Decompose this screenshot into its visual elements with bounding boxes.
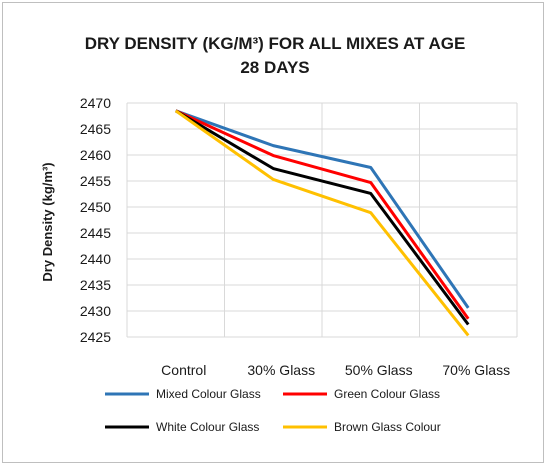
y-tick-label: 2435 bbox=[80, 277, 111, 293]
y-tick-labels: 2425 2430 2435 2440 2445 2450 2455 2460 2465 2470 bbox=[80, 95, 111, 345]
legend-label: Mixed Colour Glass bbox=[156, 387, 261, 401]
legend-label: White Colour Glass bbox=[156, 420, 259, 434]
chart-title-line-2: 28 DAYS bbox=[240, 58, 309, 77]
y-tick-label: 2425 bbox=[80, 329, 111, 345]
y-tick-label: 2430 bbox=[80, 303, 111, 319]
y-tick-label: 2450 bbox=[80, 199, 111, 215]
x-tick-label: Control bbox=[161, 362, 206, 378]
y-tick-label: 2460 bbox=[80, 147, 111, 163]
legend: Mixed Colour Glass Green Colour Glass Whit… bbox=[105, 387, 441, 434]
y-tick-label: 2445 bbox=[80, 225, 111, 241]
y-tick-label: 2455 bbox=[80, 173, 111, 189]
y-tick-label: 2440 bbox=[80, 251, 111, 267]
x-tick-label: 50% Glass bbox=[345, 362, 413, 378]
x-tick-labels: Control 30% Glass 50% Glass 70% Glass bbox=[161, 362, 510, 378]
y-tick-label: 2470 bbox=[80, 95, 111, 111]
series-line-4 bbox=[174, 109, 470, 337]
series-line-2 bbox=[175, 109, 470, 320]
legend-label: Green Colour Glass bbox=[334, 387, 440, 401]
chart-title-line-1: DRY DENSITY (KG/M³) FOR ALL MIXES AT AGE bbox=[85, 34, 466, 53]
y-tick-label: 2465 bbox=[80, 121, 111, 137]
x-tick-label: 70% Glass bbox=[442, 362, 510, 378]
series-line-3 bbox=[174, 109, 470, 326]
y-axis-label: Dry Density (kg/m³) bbox=[40, 162, 55, 281]
series-line-1 bbox=[175, 109, 470, 309]
legend-label: Brown Glass Colour bbox=[334, 420, 441, 434]
x-tick-label: 30% Glass bbox=[247, 362, 315, 378]
series-lines bbox=[174, 109, 470, 337]
gridlines bbox=[126, 102, 518, 338]
